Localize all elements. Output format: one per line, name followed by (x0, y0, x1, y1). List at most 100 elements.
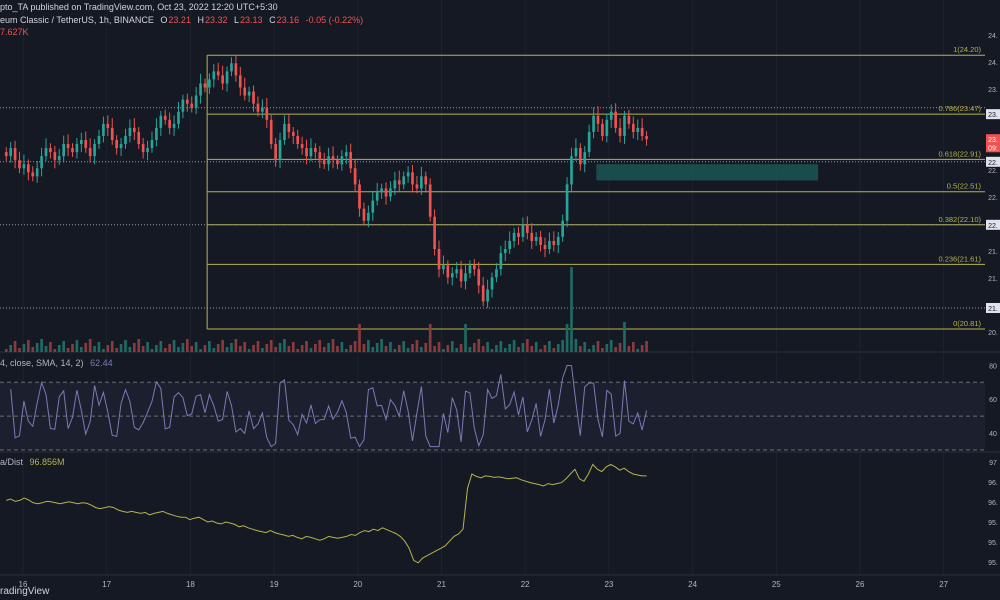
candle-body (640, 127, 644, 136)
candle-body (27, 164, 30, 173)
candle-body (380, 188, 383, 193)
volume-bar (420, 347, 423, 352)
volume-bar (380, 339, 383, 352)
volume-bar (225, 347, 229, 352)
price-tick: 23. (988, 87, 998, 94)
rsi-series (10, 364, 648, 448)
volume-bar (185, 339, 189, 352)
volume-bar (141, 346, 145, 352)
volume-bar (614, 347, 617, 352)
volume-bar (93, 346, 96, 352)
volume-bar (274, 347, 277, 352)
grid-lines (0, 351, 1000, 576)
volume-bar (446, 345, 450, 352)
candle-body (93, 144, 96, 157)
candle-body (415, 184, 419, 189)
volume-bar (309, 348, 313, 352)
candle-body (362, 208, 366, 221)
candle-body (340, 156, 344, 165)
volume-bar (437, 342, 441, 352)
price-tick: 22. (988, 195, 998, 202)
volume-bar (459, 344, 463, 352)
volume-bar (44, 346, 48, 352)
candle-body (265, 107, 269, 120)
x-tick: 27 (939, 580, 948, 589)
volume-bar (530, 346, 534, 352)
fib-label: 0.5(22.51) (947, 182, 982, 191)
volume-bar (256, 341, 260, 352)
candle-body (565, 184, 569, 221)
candle-body (499, 253, 503, 270)
volume-bar (305, 341, 308, 352)
volume-bar (609, 340, 613, 352)
x-tick: 16 (19, 580, 28, 589)
candle-body (614, 111, 617, 128)
candle-body (132, 127, 136, 132)
volume-bar (252, 345, 255, 352)
volume-bar (66, 348, 70, 352)
volume-bar (172, 340, 176, 352)
candle-body (256, 103, 260, 112)
candle-body (574, 148, 578, 157)
candle-body (269, 119, 273, 145)
x-tick: 20 (353, 580, 362, 589)
candle-body (230, 63, 233, 72)
candle-body (66, 144, 70, 149)
volume-bar (517, 347, 520, 352)
candle-body (481, 285, 485, 302)
candle-body (247, 91, 251, 96)
volume-bar (331, 339, 335, 352)
volume-bar (627, 346, 631, 352)
volume-bar (75, 340, 79, 352)
volume-bar (155, 345, 158, 352)
price-tag-text: 22. (988, 160, 998, 167)
candle-body (587, 131, 591, 153)
candle-body (300, 144, 304, 149)
candle-body (406, 172, 410, 177)
candle-body (371, 200, 375, 213)
candle-body (155, 127, 158, 140)
candle-body (442, 265, 445, 270)
candle-body (150, 140, 154, 149)
volume-bar (534, 342, 538, 352)
price-tag-text: 23. (988, 112, 998, 119)
volume-bar (106, 345, 110, 352)
candle-body (455, 269, 459, 274)
candle-body (503, 249, 507, 254)
candle-body (548, 240, 551, 250)
volume-bar (526, 339, 529, 352)
candle-body (208, 79, 211, 88)
candle-body (618, 127, 622, 136)
volume-bar (300, 345, 304, 352)
candle-body (80, 140, 83, 145)
candle-body (199, 83, 202, 96)
volume-bar (433, 346, 436, 352)
candle-body (530, 232, 534, 241)
volume-bar (393, 349, 397, 352)
rsi-tick: 80 (989, 363, 997, 370)
candle-body (331, 156, 335, 161)
candle-body (596, 115, 600, 124)
candle-body (110, 127, 114, 140)
candle-body (49, 148, 52, 153)
price-tag-bg (986, 303, 1000, 313)
dist-header: a/Dist 96.856M (0, 457, 69, 467)
volume-bar (318, 340, 322, 352)
volume-bar (150, 349, 154, 352)
candle-body (349, 152, 353, 169)
candle-body (605, 119, 609, 136)
volume-bar (159, 341, 163, 352)
volume-bar (119, 344, 123, 352)
volume-bar (583, 342, 587, 352)
candle-body (31, 172, 35, 177)
candle-body (468, 265, 472, 274)
candle-body (221, 75, 224, 84)
volume-bar (128, 347, 132, 352)
fib-label: 1(24.20) (953, 45, 981, 54)
candle-body (446, 265, 450, 278)
volume-bar (137, 339, 141, 352)
candle-body (4, 152, 8, 157)
candle-body (177, 111, 180, 124)
volume-bar (53, 349, 57, 352)
